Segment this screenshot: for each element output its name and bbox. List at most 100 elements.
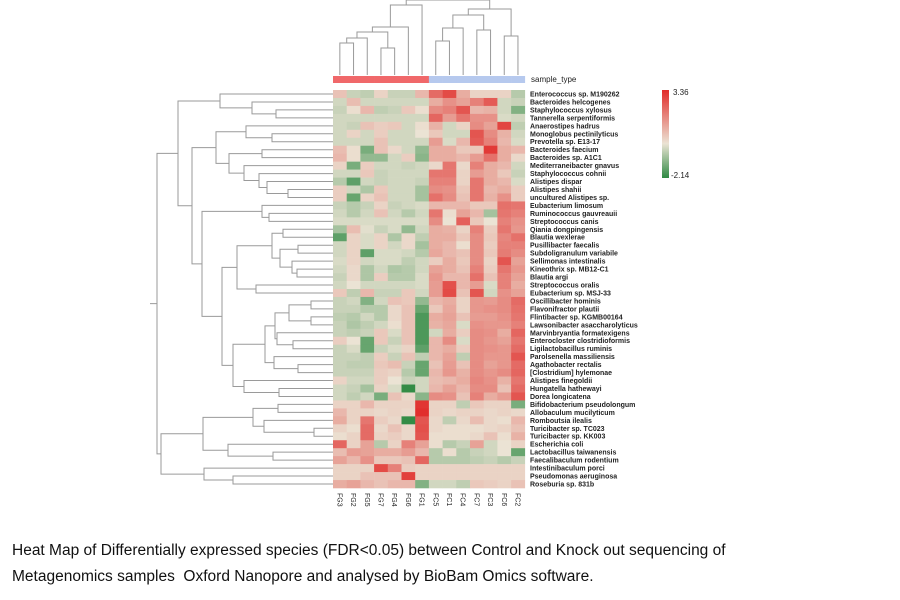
heatmap-cell: [360, 129, 375, 139]
heatmap-cell: [511, 304, 526, 314]
heatmap-cell: [428, 113, 443, 123]
heatmap-cell: [374, 384, 389, 393]
dendrogram-branch: [288, 304, 311, 322]
heatmap-cell: [511, 281, 526, 290]
dendrogram-branch: [228, 153, 262, 174]
heatmap-cell: [387, 129, 402, 139]
heatmap-cell: [483, 249, 498, 258]
dendrogram-branch: [261, 149, 333, 159]
heatmap-cell: [333, 90, 347, 99]
heatmap-cell: [415, 360, 430, 369]
heatmap-cell: [428, 241, 443, 250]
heatmap-cell: [470, 97, 484, 107]
heatmap-cell: [511, 376, 526, 385]
heatmap-cell: [470, 121, 484, 131]
heatmap-cell: [428, 193, 443, 202]
heatmap-cell: [360, 312, 375, 322]
row-label: Sellimonas intestinalis: [530, 259, 606, 266]
heatmap-cell: [428, 312, 443, 322]
heatmap-cell: [360, 265, 375, 274]
heatmap-cell: [497, 384, 512, 393]
heatmap-cell: [428, 424, 443, 433]
heatmap-cell: [374, 432, 389, 441]
heatmap-cell: [333, 376, 347, 385]
heatmap-cell: [374, 185, 389, 194]
dendrogram-branch: [356, 31, 389, 48]
heatmap-cell: [470, 328, 484, 338]
heatmap-cell: [442, 376, 457, 385]
heatmap-cell: [346, 161, 361, 170]
heatmap-cell: [442, 360, 457, 369]
heatmap-cell: [360, 281, 375, 290]
heatmap-cell: [333, 193, 347, 202]
heatmap-cell: [401, 289, 416, 298]
heatmap-cell: [456, 440, 471, 449]
heatmap-cell: [333, 233, 347, 242]
column-label: FC5: [431, 493, 438, 506]
heatmap-cell: [470, 336, 484, 346]
dendrogram-branch: [156, 152, 178, 455]
heatmap-cell: [511, 464, 526, 473]
heatmap-cell: [456, 360, 471, 369]
sample-type-cell: [360, 76, 375, 83]
heatmap-cell: [483, 384, 498, 393]
heatmap-cell: [428, 376, 443, 385]
heatmap-cell: [387, 90, 402, 99]
heatmap-cell: [415, 137, 430, 147]
heatmap-cell: [401, 432, 416, 441]
heatmap-cell: [483, 328, 498, 338]
heatmap-cell: [511, 296, 526, 306]
heatmap-cell: [456, 368, 471, 377]
heatmap-cell: [428, 153, 443, 162]
heatmap-cell: [401, 424, 416, 433]
dendrogram-branch: [380, 47, 396, 75]
heatmap-cell: [456, 90, 471, 99]
heatmap-cell: [511, 137, 526, 147]
heatmap-cell: [415, 456, 430, 465]
row-label: Blautia argi: [530, 275, 568, 282]
dendrogram-branch: [371, 26, 409, 75]
heatmap-cell: [401, 376, 416, 385]
column-label: FC2: [513, 493, 520, 506]
heatmap-cell: [401, 90, 416, 99]
heatmap-cell: [511, 201, 526, 210]
heatmap-cell: [442, 424, 457, 433]
column-dendrogram: [339, 0, 519, 75]
row-label: Anaerostipes hadrus: [530, 123, 600, 130]
heatmap-cell: [442, 464, 457, 473]
heatmap-cell: [483, 201, 498, 210]
heatmap-cell: [360, 217, 375, 226]
dendrogram-branch: [227, 443, 333, 457]
heatmap-cell: [470, 400, 484, 409]
heatmap-cell: [497, 281, 512, 290]
dendrogram-branch: [255, 284, 333, 294]
sample-type-cell: [470, 76, 484, 83]
heatmap-cell: [483, 440, 498, 449]
heatmap-cell: [374, 265, 389, 274]
heatmap-cell: [470, 456, 484, 465]
heatmap-cell: [511, 249, 526, 258]
heatmap-cell: [415, 344, 430, 353]
heatmap-cell: [483, 448, 498, 457]
heatmap-cell: [360, 456, 375, 465]
heatmap-cell: [456, 169, 471, 178]
heatmap-cell: [374, 217, 389, 226]
column-label: FG6: [404, 493, 411, 507]
heatmap-cell: [497, 161, 512, 170]
heatmap-cell: [374, 289, 389, 298]
heatmap-cell: [456, 289, 471, 298]
heatmap-cell: [333, 137, 347, 147]
heatmap-cell: [401, 328, 416, 338]
heatmap-cell: [511, 424, 526, 433]
heatmap-cell: [497, 129, 512, 139]
heatmap-cell: [374, 448, 389, 457]
heatmap-cell: [374, 368, 389, 377]
heatmap-cell: [470, 480, 484, 489]
heatmap-cell: [346, 201, 361, 210]
heatmap-cell: [333, 464, 347, 473]
heatmap-cell: [442, 448, 457, 457]
heatmap-cell: [387, 233, 402, 242]
heatmap-cell: [333, 249, 347, 258]
row-label: Bacteroides sp. A1C1: [530, 155, 602, 162]
heatmap-cell: [346, 137, 361, 147]
